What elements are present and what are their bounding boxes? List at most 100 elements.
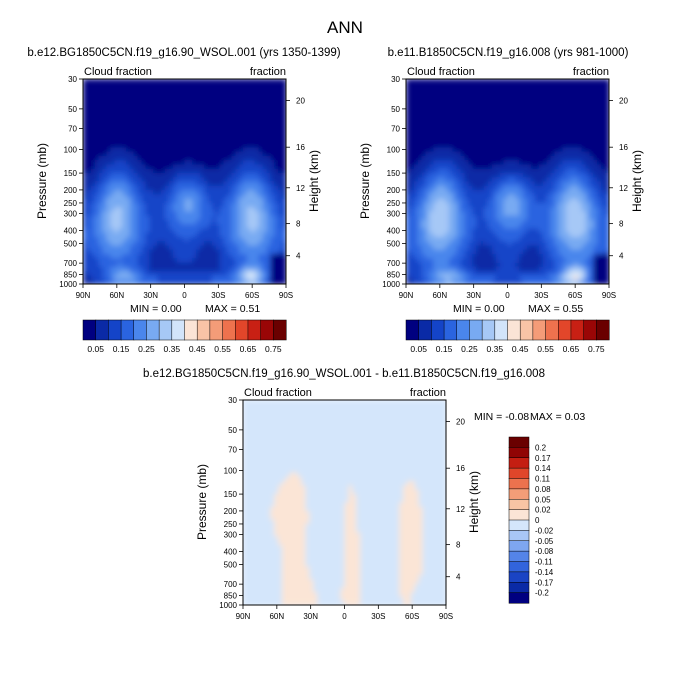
- contour-cell: [437, 117, 442, 123]
- contour-cell: [499, 215, 505, 221]
- contour-cell: [184, 224, 190, 230]
- contour-cell: [106, 258, 111, 264]
- contour-cell: [246, 237, 252, 242]
- contour-cell: [215, 155, 221, 161]
- contour-cell: [106, 275, 111, 281]
- contour-cell: [487, 79, 493, 84]
- contour-cell: [211, 258, 217, 264]
- contour-cell: [456, 266, 462, 272]
- contour-cell: [421, 125, 427, 131]
- contour-cell: [180, 279, 186, 284]
- contour-cell: [188, 117, 193, 123]
- contour-cell: [137, 143, 143, 148]
- contour-cell: [184, 237, 190, 242]
- contour-cell: [161, 164, 166, 170]
- contour-cell: [153, 194, 158, 200]
- contour-cell: [437, 121, 442, 127]
- contour-cell: [519, 155, 524, 161]
- contour-cell: [464, 164, 470, 170]
- contour-cell: [98, 237, 104, 242]
- contour-cell: [141, 232, 147, 238]
- contour-cell: [558, 185, 563, 191]
- contour-cell: [129, 207, 135, 212]
- contour-cell: [243, 275, 248, 281]
- contour-cell: [534, 207, 540, 212]
- contour-cell: [573, 198, 579, 204]
- contour-cell: [243, 241, 248, 247]
- contour-cell: [605, 168, 609, 174]
- contour-cell: [176, 275, 182, 281]
- contour-cell: [593, 198, 598, 204]
- contour-cell: [546, 211, 552, 217]
- contour-cell: [125, 219, 131, 225]
- contour-cell: [219, 108, 225, 114]
- contour-cell: [429, 138, 434, 144]
- contour-cell: [246, 241, 252, 247]
- contour-cell: [523, 113, 528, 119]
- contour-cell: [133, 79, 139, 84]
- contour-cell: [511, 219, 516, 225]
- contour-cell: [137, 138, 143, 144]
- contour-cell: [192, 241, 197, 247]
- contour-cell: [491, 254, 497, 259]
- contour-cell: [515, 228, 520, 234]
- contour-cell: [601, 138, 606, 144]
- contour-cell: [141, 245, 147, 251]
- contour-cell: [188, 207, 193, 212]
- contour-cell: [90, 138, 96, 144]
- contour-cell: [448, 249, 454, 255]
- contour-cell: [188, 113, 193, 119]
- contour-cell: [227, 87, 232, 93]
- contour-cell: [511, 87, 516, 93]
- contour-cell: [597, 138, 602, 144]
- contour-cell: [433, 100, 438, 106]
- contour-cell: [129, 83, 135, 89]
- contour-cell: [258, 143, 264, 148]
- contour-cell: [133, 194, 139, 200]
- contour-cell: [114, 219, 119, 225]
- contour-cell: [184, 155, 190, 161]
- contour-cell: [554, 155, 559, 161]
- contour-cell: [456, 237, 462, 242]
- contour-cell: [102, 104, 108, 110]
- contour-cell: [491, 266, 497, 272]
- contour-cell: [538, 160, 544, 166]
- contour-cell: [278, 113, 283, 119]
- contour-cell: [110, 125, 115, 131]
- contour-cell: [254, 134, 260, 140]
- contour-cell: [601, 117, 606, 123]
- contour-cell: [200, 108, 205, 114]
- contour-cell: [445, 258, 450, 264]
- contour-cell: [542, 96, 548, 101]
- contour-cell: [83, 147, 88, 153]
- contour-cell: [98, 121, 104, 127]
- contour-cell: [409, 207, 415, 212]
- contour-cell: [472, 262, 477, 268]
- contour-cell: [581, 232, 587, 238]
- contour-cell: [235, 207, 240, 212]
- contour-cell: [133, 262, 139, 268]
- contour-cell: [566, 181, 571, 187]
- contour-cell: [90, 241, 96, 247]
- contour-cell: [262, 100, 268, 106]
- contour-cell: [211, 271, 217, 277]
- contour-cell: [149, 100, 154, 106]
- contour-cell: [417, 121, 423, 127]
- contour-cell: [98, 245, 104, 251]
- contour-cell: [585, 138, 591, 144]
- contour-cell: [417, 202, 423, 208]
- contour-cell: [495, 87, 501, 93]
- contour-cell: [114, 271, 119, 277]
- contour-cell: [429, 245, 434, 251]
- contour-cell: [527, 181, 532, 187]
- contour-cell: [421, 100, 427, 106]
- contour-cell: [484, 202, 489, 208]
- contour-cell: [196, 219, 201, 225]
- contour-cell: [125, 164, 131, 170]
- contour-cell: [542, 185, 548, 191]
- contour-cell: [223, 279, 229, 284]
- contour-cell: [254, 100, 260, 106]
- contour-cell: [266, 279, 271, 284]
- contour-cell: [188, 130, 193, 136]
- contour-cell: [491, 138, 497, 144]
